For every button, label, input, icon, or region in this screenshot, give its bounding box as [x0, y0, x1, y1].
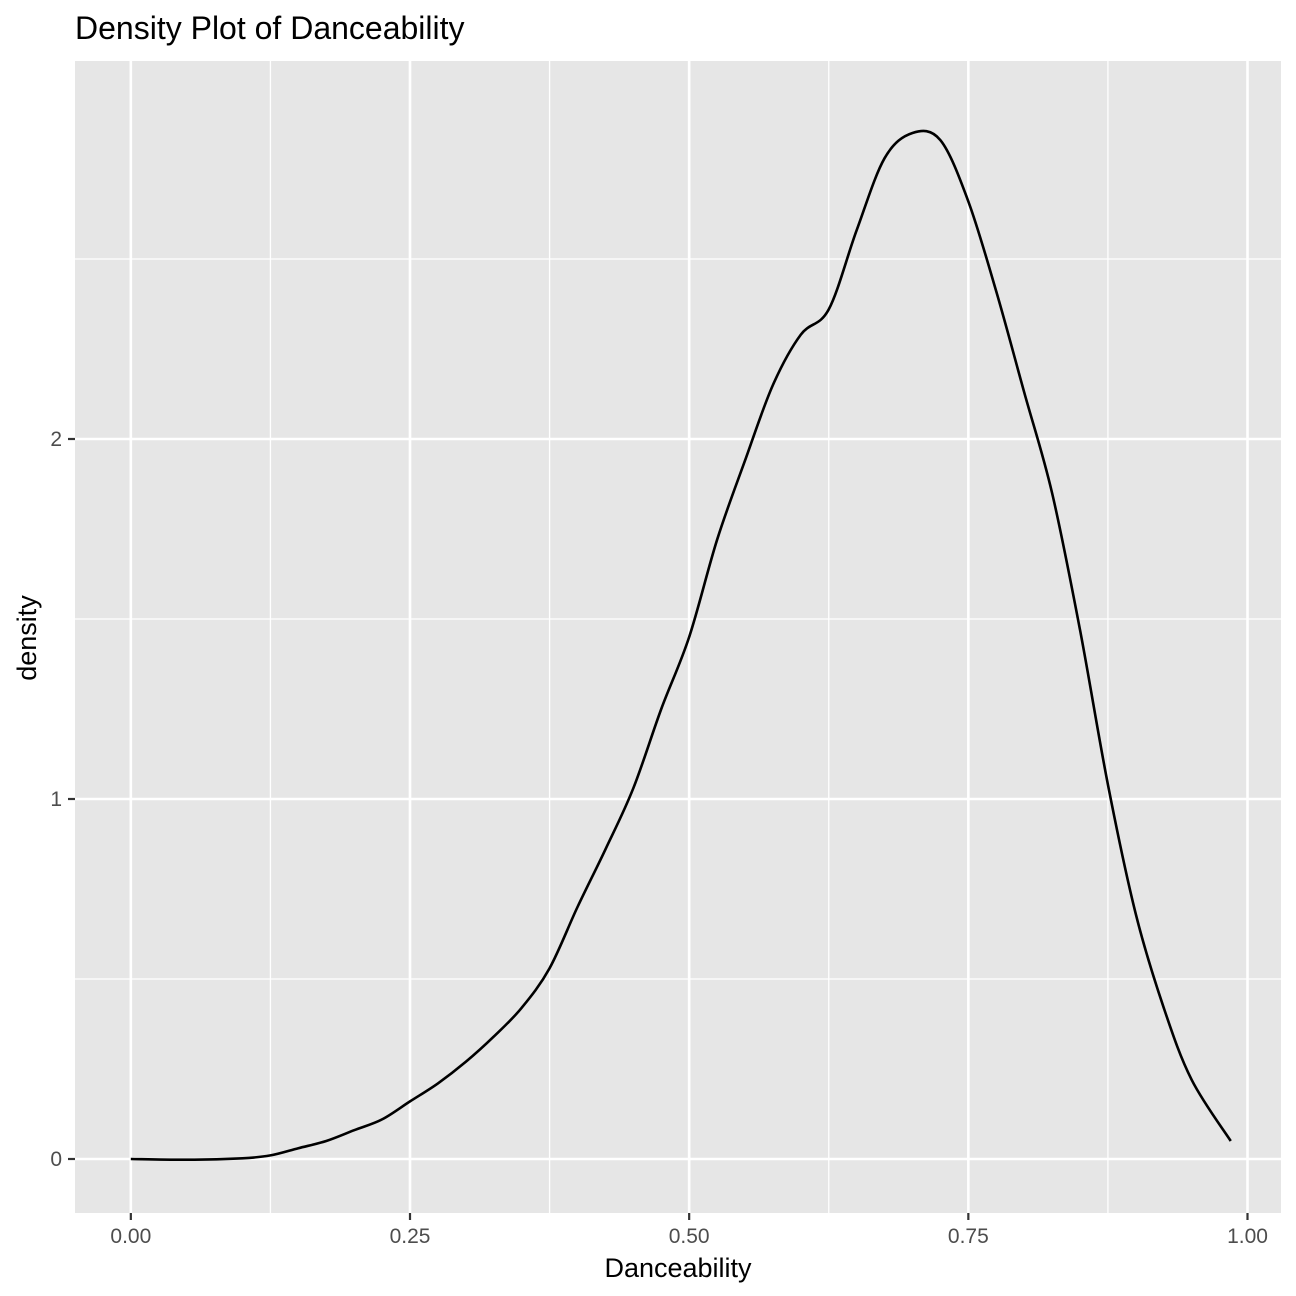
x-tick-label: 0.50 [669, 1225, 710, 1248]
x-axis: 0.00 0.25 0.50 0.75 1.00 [110, 1213, 1268, 1248]
chart-title: Density Plot of Danceability [75, 10, 465, 46]
y-tick-label: 1 [50, 788, 62, 811]
plot-panel [75, 61, 1281, 1213]
x-tick-label: 0.25 [390, 1225, 431, 1248]
minor-gridlines [75, 61, 1281, 1213]
y-axis-title: density [12, 595, 42, 681]
y-axis: 0 1 2 [50, 428, 75, 1171]
major-gridlines [75, 61, 1281, 1213]
x-axis-title: Danceability [604, 1253, 752, 1283]
x-tick-label: 0.75 [948, 1225, 989, 1248]
density-series [130, 129, 1232, 1162]
y-tick-label: 0 [50, 1148, 62, 1171]
x-tick-label: 1.00 [1227, 1225, 1268, 1248]
y-tick-label: 2 [50, 428, 62, 451]
x-tick-label: 0.00 [110, 1225, 151, 1248]
density-curve [130, 129, 1232, 1162]
